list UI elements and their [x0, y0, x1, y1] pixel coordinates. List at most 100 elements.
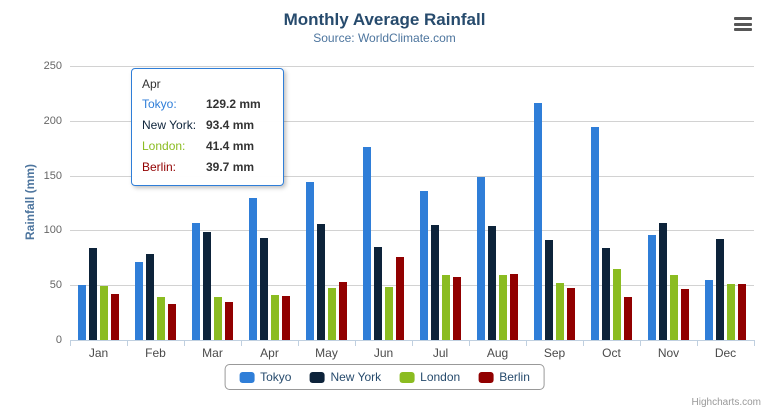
bar-new-york-jul[interactable]: [431, 224, 439, 340]
chart-subtitle: Source: WorldClimate.com: [313, 31, 456, 45]
bar-tokyo-mar[interactable]: [192, 223, 200, 340]
legend-label: Tokyo: [260, 370, 292, 384]
bar-london-jan[interactable]: [100, 286, 108, 340]
bar-london-oct[interactable]: [613, 268, 621, 340]
bar-london-may[interactable]: [328, 288, 336, 340]
bar-tokyo-apr[interactable]: [249, 198, 257, 340]
bar-tokyo-jan[interactable]: [78, 285, 86, 340]
x-axis-tick: [526, 340, 527, 346]
bar-london-apr[interactable]: [271, 294, 279, 340]
bar-berlin-jan[interactable]: [111, 293, 119, 340]
tooltip-series-value: 39.7 mm: [206, 160, 255, 174]
bar-tokyo-oct[interactable]: [591, 127, 599, 340]
bar-tokyo-aug[interactable]: [477, 177, 485, 340]
bar-new-york-sep[interactable]: [545, 240, 553, 340]
bar-new-york-jun[interactable]: [374, 247, 382, 340]
tooltip-series-label: Berlin:: [142, 160, 177, 174]
legend-swatch-icon: [478, 371, 494, 383]
legend-swatch-icon: [239, 371, 255, 383]
x-axis-tick: [469, 340, 470, 346]
bar-tokyo-dec[interactable]: [705, 280, 713, 340]
tooltip-series-value: 93.4 mm: [206, 118, 255, 132]
bar-berlin-mar[interactable]: [225, 302, 233, 340]
legend-item-london[interactable]: London: [399, 370, 460, 384]
x-axis-category-label: Mar: [202, 346, 223, 360]
bar-new-york-may[interactable]: [317, 223, 325, 340]
bar-london-dec[interactable]: [727, 283, 735, 340]
y-axis-tick-label: 100: [43, 224, 62, 237]
legend-label: Berlin: [499, 370, 530, 384]
bar-berlin-aug[interactable]: [510, 273, 518, 340]
bar-new-york-nov[interactable]: [659, 223, 667, 340]
x-axis-tick: [298, 340, 299, 346]
tooltip-row: Tokyo: 129.2 mm: [142, 94, 273, 115]
bar-tokyo-may[interactable]: [306, 182, 314, 340]
tooltip-row: London: 41.4 mm: [142, 136, 273, 157]
x-axis-category-label: Jul: [432, 346, 449, 360]
x-axis-tick: [640, 340, 641, 346]
bar-berlin-nov[interactable]: [681, 288, 689, 340]
bar-tokyo-jul[interactable]: [420, 191, 428, 340]
y-axis-tick-label: 150: [43, 169, 62, 182]
bar-london-mar[interactable]: [214, 296, 222, 340]
bar-london-feb[interactable]: [157, 297, 165, 340]
gridline: [70, 230, 754, 232]
gridline: [70, 120, 754, 122]
bar-berlin-apr[interactable]: [282, 296, 290, 340]
y-axis-tick-label: 250: [43, 60, 62, 72]
bar-new-york-jan[interactable]: [89, 248, 97, 340]
tooltip-row: New York: 93.4 mm: [142, 115, 273, 136]
x-axis-category-label: Jan: [88, 346, 109, 360]
bar-berlin-sep[interactable]: [567, 287, 575, 340]
bar-london-aug[interactable]: [499, 274, 507, 340]
bar-london-sep[interactable]: [556, 282, 564, 340]
legend: Tokyo New York London Berlin: [224, 364, 545, 390]
bar-new-york-aug[interactable]: [488, 225, 496, 340]
x-axis-tick: [70, 340, 71, 346]
bar-berlin-feb[interactable]: [168, 303, 176, 340]
bar-london-nov[interactable]: [670, 275, 678, 340]
bar-tokyo-nov[interactable]: [648, 235, 656, 340]
bar-berlin-jun[interactable]: [396, 257, 404, 340]
bar-london-jun[interactable]: [385, 287, 393, 340]
bar-london-jul[interactable]: [442, 275, 450, 340]
tooltip-series-value: 129.2 mm: [206, 97, 261, 111]
bar-berlin-dec[interactable]: [738, 283, 746, 340]
gridline: [70, 66, 754, 67]
hamburger-menu-icon[interactable]: [733, 16, 753, 32]
tooltip-header: Apr: [142, 77, 161, 91]
credits-link[interactable]: Highcharts.com: [691, 397, 761, 408]
legend-item-berlin[interactable]: Berlin: [478, 370, 530, 384]
y-axis-tick-label: 0: [55, 334, 62, 346]
x-axis-tick: [241, 340, 242, 346]
gridline: [70, 175, 754, 177]
bar-new-york-dec[interactable]: [716, 238, 724, 340]
legend-swatch-icon: [309, 371, 325, 383]
x-axis-tick: [355, 340, 356, 346]
bar-tokyo-feb[interactable]: [135, 261, 143, 340]
chart-title: Monthly Average Rainfall: [283, 10, 486, 29]
legend-item-new-york[interactable]: New York: [309, 370, 381, 384]
bar-new-york-feb[interactable]: [146, 253, 154, 340]
gridline: [70, 285, 754, 287]
bar-berlin-oct[interactable]: [624, 297, 632, 340]
legend-label: New York: [330, 370, 382, 384]
legend-label: London: [420, 370, 461, 384]
bar-berlin-jul[interactable]: [453, 277, 461, 340]
x-axis-tick: [127, 340, 128, 346]
bar-tokyo-sep[interactable]: [534, 102, 542, 340]
bar-tokyo-jun[interactable]: [363, 147, 371, 340]
bar-new-york-mar[interactable]: [203, 232, 211, 340]
y-axis-tick-label: 200: [43, 114, 62, 127]
x-axis-category-label: Aug: [486, 346, 509, 360]
x-axis-category-label: Feb: [145, 346, 166, 360]
x-axis-category-label: Dec: [714, 346, 737, 360]
legend-swatch-icon: [399, 371, 415, 383]
tooltip-series-label: New York:: [142, 118, 197, 132]
bar-new-york-oct[interactable]: [602, 248, 610, 340]
tooltip: Apr Tokyo: 129.2 mm New York: 93.4 mm London…: [131, 68, 284, 186]
x-axis-tick: [412, 340, 413, 346]
bar-new-york-apr[interactable]: [260, 237, 268, 340]
bar-berlin-may[interactable]: [339, 282, 347, 340]
legend-item-tokyo[interactable]: Tokyo: [239, 370, 291, 384]
